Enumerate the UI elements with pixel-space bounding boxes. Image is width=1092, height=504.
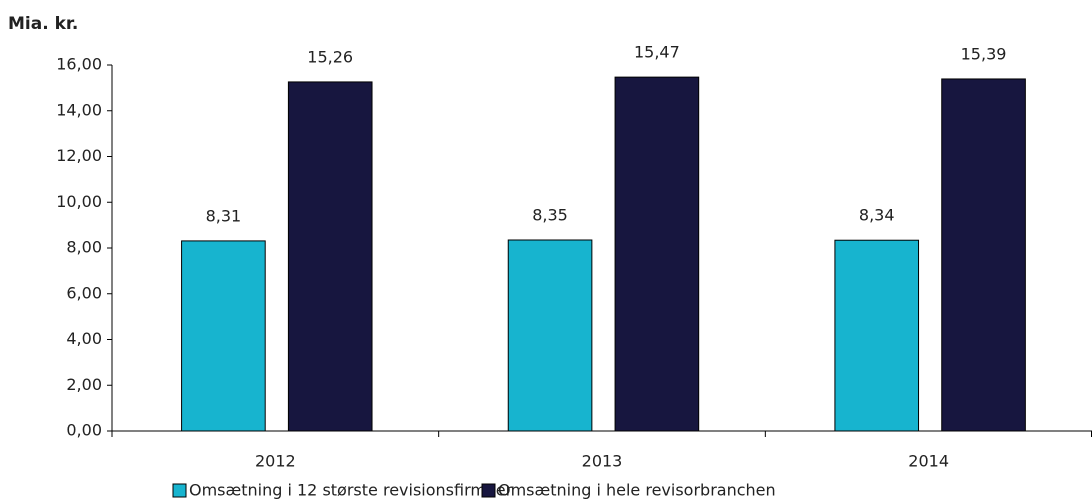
legend-label: Omsætning i 12 største revisionsfirmaer <box>189 481 513 500</box>
value-label: 15,39 <box>961 44 1007 63</box>
value-label: 8,35 <box>532 205 568 224</box>
y-tick-label: 8,00 <box>66 238 102 257</box>
bar <box>941 78 1026 432</box>
bar <box>507 239 593 432</box>
y-tick-label: 10,00 <box>56 192 102 211</box>
y-tick-label: 14,00 <box>56 100 102 119</box>
y-tick-label: 12,00 <box>56 146 102 165</box>
value-label: 15,47 <box>634 43 680 62</box>
bar <box>614 76 700 432</box>
y-tick-label: 6,00 <box>66 283 102 302</box>
legend-label: Omsætning i hele revisorbranchen <box>498 481 776 500</box>
y-axis-title: Mia. kr. <box>8 14 78 34</box>
bar <box>834 239 920 432</box>
x-tick-label: 2012 <box>255 452 296 471</box>
x-tick-label: 2014 <box>908 452 949 471</box>
y-tick-label: 2,00 <box>66 375 102 394</box>
y-tick-label: 0,00 <box>66 421 102 440</box>
legend-swatch <box>172 483 187 498</box>
y-tick-label: 4,00 <box>66 329 102 348</box>
value-label: 8,31 <box>206 206 242 225</box>
bar <box>181 240 266 432</box>
y-tick-label: 16,00 <box>56 55 102 74</box>
value-label: 8,34 <box>859 206 895 225</box>
legend-swatch <box>481 483 496 498</box>
x-tick-label: 2013 <box>582 452 623 471</box>
value-label: 15,26 <box>307 47 353 66</box>
bar <box>287 81 373 432</box>
